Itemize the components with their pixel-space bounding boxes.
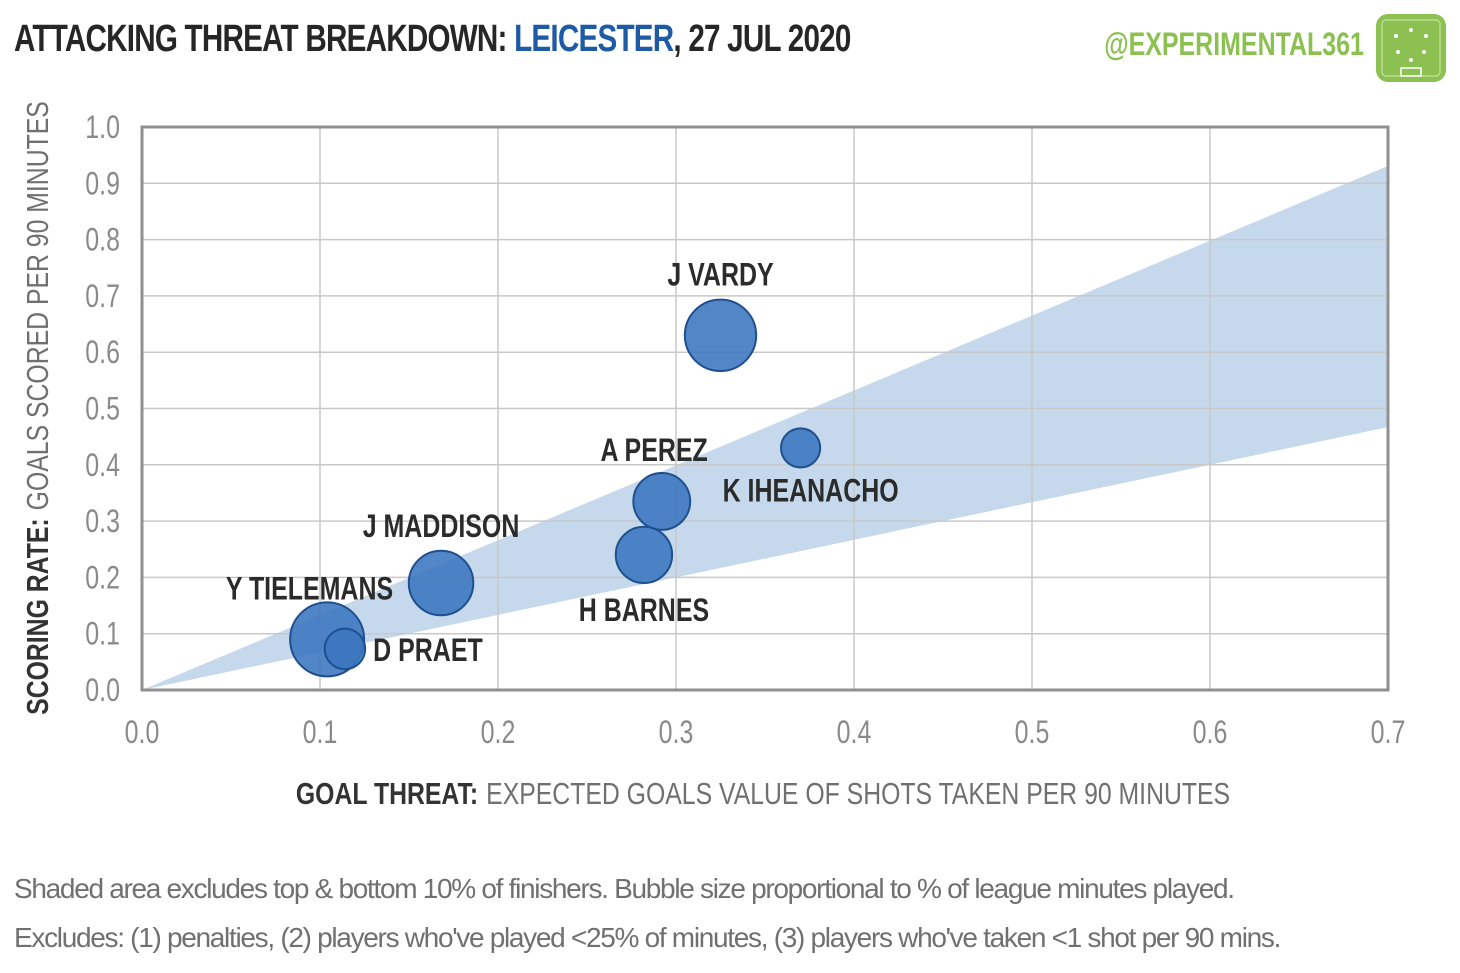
player-label: H BARNES [579,593,709,629]
y-tick-label: 1.0 [85,110,120,146]
player-bubble [780,427,822,469]
player-label: J VARDY [667,258,773,294]
y-tick-label: 0.0 [85,673,120,709]
player-bubble [632,471,692,531]
y-tick-label: 0.6 [85,335,120,371]
pitch-icon [1376,14,1446,82]
title-suffix: , 27 JUL 2020 [673,18,851,60]
y-tick-label: 0.1 [85,617,120,653]
player-bubble [323,627,367,671]
player-label: J MADDISON [363,509,520,545]
y-tick-label: 0.8 [85,223,120,259]
title-text: ATTACKING THREAT BREAKDOWN: LEICESTER, 2… [14,18,851,61]
y-axis-title: SCORING RATE: GOALS SCORED PER 90 MINUTES [20,101,54,715]
player-label: A PEREZ [601,433,708,469]
plot-frame [140,125,1390,692]
y-tick-label: 0.2 [85,561,120,597]
x-tick-label: 0.5 [1015,715,1050,751]
y-tick-label: 0.3 [85,504,120,540]
x-tick-label: 0.2 [481,715,516,751]
twitter-handle: @EXPERIMENTAL361 [1104,26,1364,62]
x-tick-label: 0.7 [1371,715,1406,751]
y-axis-title-rest: GOALS SCORED PER 90 MINUTES [20,101,54,510]
x-axis-title-bold: GOAL THREAT: [296,776,478,810]
player-bubble [614,525,674,585]
footnote-line-2: Excludes: (1) penalties, (2) players who… [14,922,1281,953]
x-axis-title-rest: EXPECTED GOALS VALUE OF SHOTS TAKEN PER … [486,776,1230,810]
title-team: LEICESTER [514,18,674,60]
x-axis-title: GOAL THREAT: EXPECTED GOALS VALUE OF SHOT… [296,776,1230,810]
x-tick-label: 0.0 [125,715,160,751]
scatter-chart: J VARDY K IHEANACHO A PEREZ H BARNES J MADDI… [20,101,1406,810]
x-tick-label: 0.3 [659,715,694,751]
player-label: K IHEANACHO [723,474,899,510]
player-label: Y TIELEMANS [226,571,393,607]
player-bubble [683,298,758,372]
x-tick-label: 0.1 [303,715,338,751]
y-tick-label: 0.4 [85,448,120,484]
title-prefix: ATTACKING THREAT BREAKDOWN: [14,18,515,60]
footnote-line-1: Shaded area excludes top & bottom 10% of… [14,873,1235,904]
y-tick-label: 0.7 [85,279,120,315]
chart-title: ATTACKING THREAT BREAKDOWN: LEICESTER, 2… [14,18,1114,78]
player-bubble [407,549,475,617]
x-tick-label: 0.6 [1193,715,1228,751]
x-tick-label: 0.4 [837,715,872,751]
y-tick-label: 0.9 [85,166,120,202]
y-axis-title-bold: SCORING RATE: [20,518,54,714]
y-tick-label: 0.5 [85,392,120,428]
player-label: D PRAET [373,633,483,669]
footnote: Shaded area excludes top & bottom 10% of… [14,864,1454,962]
